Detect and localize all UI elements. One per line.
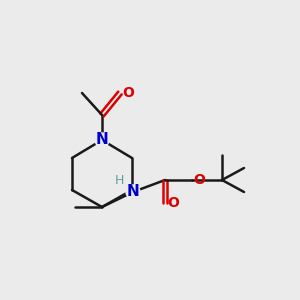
- Text: H: H: [114, 173, 124, 187]
- Text: N: N: [96, 133, 108, 148]
- Text: O: O: [122, 86, 134, 100]
- Text: O: O: [167, 196, 179, 210]
- Circle shape: [95, 133, 109, 147]
- Text: N: N: [127, 184, 140, 200]
- Text: O: O: [193, 173, 205, 187]
- Circle shape: [126, 185, 140, 199]
